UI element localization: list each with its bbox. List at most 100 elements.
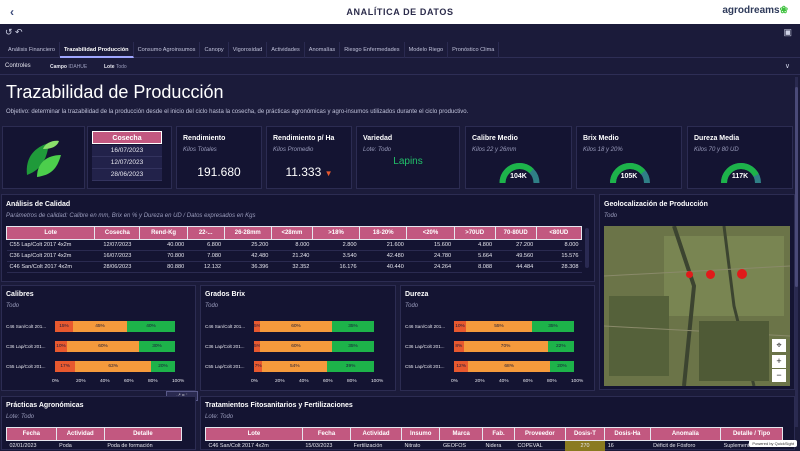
location-marker[interactable] xyxy=(737,269,747,279)
column-header[interactable]: 18-20% xyxy=(360,227,407,240)
cosecha-header[interactable]: Cosecha xyxy=(92,131,162,144)
bar-segment[interactable]: 10% xyxy=(55,341,67,352)
cosecha-date[interactable]: 16/07/2023 xyxy=(92,145,162,157)
chart-subtitle: Todo xyxy=(6,303,19,309)
column-header[interactable]: Lote xyxy=(7,227,95,240)
table-cell: 15.600 xyxy=(407,240,454,251)
bar-segment[interactable]: 12% xyxy=(454,361,468,372)
column-header[interactable]: Dosis-T xyxy=(565,428,605,441)
lote-control[interactable]: Lote Todo xyxy=(104,64,127,70)
bar-segment[interactable]: 20% xyxy=(151,361,175,372)
bar-segment[interactable]: 40% xyxy=(127,321,175,332)
cosecha-date[interactable]: 12/07/2023 xyxy=(92,157,162,169)
column-header[interactable]: Insumo xyxy=(401,428,440,441)
tab-item[interactable]: Anomalías xyxy=(305,42,340,58)
recenter-icon[interactable]: ⌖ xyxy=(772,339,786,352)
column-header[interactable]: 70-80UD xyxy=(495,227,536,240)
column-header[interactable]: Actividad xyxy=(56,428,104,441)
column-header[interactable]: Proveedor xyxy=(515,428,566,441)
column-header[interactable]: Fab. xyxy=(482,428,514,441)
axis-tick: 80% xyxy=(547,379,557,384)
geo-subtitle: Todo xyxy=(604,213,617,219)
column-header[interactable]: Cosecha xyxy=(95,227,140,240)
column-header[interactable]: Detalle / Tipo xyxy=(721,428,783,441)
table-cell: 5.664 xyxy=(454,251,495,262)
bar-segment[interactable]: 54% xyxy=(262,361,327,372)
column-header[interactable]: >70UD xyxy=(454,227,495,240)
bar-segment[interactable]: 68% xyxy=(468,361,550,372)
tab-item[interactable]: Actividades xyxy=(267,42,305,58)
bar-segment[interactable]: 60% xyxy=(67,341,139,352)
cosecha-date[interactable]: 28/06/2023 xyxy=(92,169,162,181)
bar-segment[interactable]: 55% xyxy=(466,321,532,332)
bar-segment[interactable]: 35% xyxy=(332,341,374,352)
column-header[interactable]: <80UD xyxy=(536,227,581,240)
bar-segment[interactable]: 7% xyxy=(254,361,262,372)
column-header[interactable]: Rend-Kg xyxy=(140,227,187,240)
location-marker[interactable] xyxy=(706,270,715,279)
bar-segment[interactable]: 39% xyxy=(327,361,374,372)
bar-segment[interactable]: 60% xyxy=(260,341,332,352)
tab-item[interactable]: Riesgo Enfermedades xyxy=(340,42,404,58)
save-icon[interactable]: ▣ xyxy=(783,27,792,38)
tab-item[interactable]: Modelo Riego xyxy=(405,42,449,58)
campo-control[interactable]: Campo IDAHUE xyxy=(50,64,87,70)
column-header[interactable]: Fecha xyxy=(7,428,57,441)
bar-segment[interactable]: 45% xyxy=(73,321,127,332)
column-header[interactable]: >18% xyxy=(312,227,359,240)
bar-segment[interactable]: 35% xyxy=(332,321,374,332)
zoom-in-button[interactable]: + xyxy=(772,355,786,368)
column-header[interactable]: Marca xyxy=(440,428,483,441)
column-header[interactable]: Dosis-Ha xyxy=(605,428,650,441)
satellite-map[interactable] xyxy=(604,226,790,386)
bar-segment[interactable]: 22% xyxy=(548,341,574,352)
column-header[interactable]: Anomalía xyxy=(650,428,721,441)
axis-tick: 60% xyxy=(323,379,333,384)
table-cell: 28.308 xyxy=(536,262,581,273)
dureza-panel xyxy=(400,285,595,391)
bar-segment[interactable]: 20% xyxy=(550,361,574,372)
controls-bar: Controles Campo IDAHUE Lote Todo ∨ xyxy=(0,59,800,75)
column-header[interactable]: Detalle xyxy=(104,428,181,441)
column-header[interactable]: Fecha xyxy=(302,428,350,441)
column-header[interactable]: Lote xyxy=(206,428,303,441)
kpi-value: 11.333 xyxy=(285,165,321,179)
tab-item[interactable]: Consumo Agroinsumos xyxy=(134,42,201,58)
bar-segment[interactable]: 70% xyxy=(464,341,548,352)
bar-label: C46 San/Colt 201... xyxy=(205,324,245,329)
bar-segment[interactable]: 10% xyxy=(454,321,466,332)
column-header[interactable]: Actividad xyxy=(351,428,402,441)
tab-item[interactable]: Análisis Financiero xyxy=(4,42,60,58)
bar-segment[interactable]: 60% xyxy=(260,321,332,332)
location-marker[interactable] xyxy=(686,271,693,278)
scrollbar-thumb[interactable] xyxy=(795,87,798,287)
tab-item[interactable]: Trazabilidad Producción xyxy=(60,42,134,58)
table-scrollbar[interactable] xyxy=(585,228,589,268)
tab-item[interactable]: Pronóstico Clima xyxy=(448,42,499,58)
bar-segment[interactable]: 8% xyxy=(454,341,464,352)
bar-segment[interactable]: 35% xyxy=(532,321,574,332)
bar-segment[interactable]: 15% xyxy=(55,321,73,332)
column-header[interactable]: 22-... xyxy=(187,227,224,240)
bar-segment[interactable]: 63% xyxy=(75,361,151,372)
redo-icon[interactable]: ↶ xyxy=(15,27,23,38)
tab-item[interactable]: Vigorosidad xyxy=(229,42,267,58)
undo-icon[interactable]: ↺ xyxy=(5,27,13,38)
bar-segment[interactable]: 17% xyxy=(55,361,75,372)
column-header[interactable]: 26-28mm xyxy=(224,227,271,240)
chevron-down-icon[interactable]: ∨ xyxy=(785,62,790,70)
tab-item[interactable]: Canopy xyxy=(200,42,228,58)
page-scrollbar[interactable] xyxy=(795,77,798,427)
column-header[interactable]: <28mm xyxy=(271,227,312,240)
table-cell: 70.800 xyxy=(140,251,187,262)
zoom-out-button[interactable]: − xyxy=(772,369,786,382)
bar-label: C55 Lap/Colt 201... xyxy=(205,364,245,369)
column-header[interactable]: <20% xyxy=(407,227,454,240)
bar-segment[interactable]: 30% xyxy=(139,341,175,352)
